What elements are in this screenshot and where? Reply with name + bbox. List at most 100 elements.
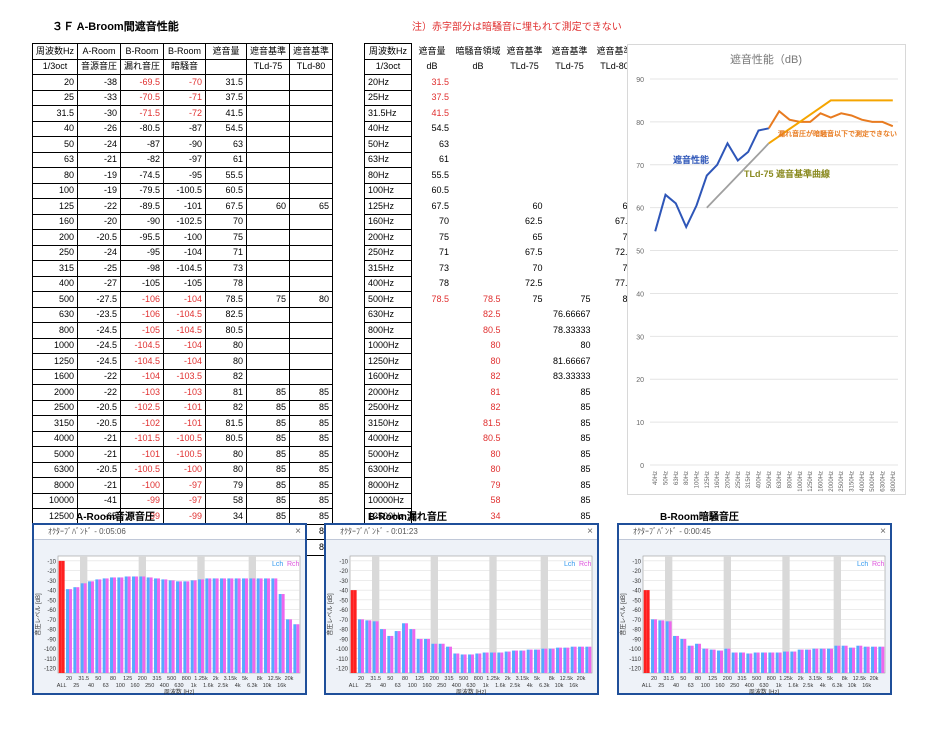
table-cell: -70 [163, 74, 207, 91]
bar-lch [168, 580, 172, 673]
bar-rch [874, 646, 877, 673]
legend-rch: Rch [872, 561, 885, 568]
bar-lch [753, 652, 757, 673]
y-tick-label: -30 [47, 579, 56, 585]
table-row: 10000Hz 58 85 [364, 493, 636, 509]
table-row: 800 -24.5 -105 -104.5 80.5 [32, 322, 334, 339]
bar-rch [98, 579, 102, 673]
legend-lch: Lch [564, 561, 575, 568]
x-tick-label: 8k [257, 676, 263, 682]
table-row: 40Hz 54.5 [364, 121, 636, 137]
table-cell: -82 [120, 151, 165, 168]
x-tick-label: 3.15k [224, 676, 238, 682]
table-row: 10000 -41 -99 -97 58 85 85 [32, 492, 334, 509]
table-cell: 2500Hz [364, 400, 412, 416]
x-tick-label: 6.3k [539, 683, 550, 689]
table-cell: 遮音基準 [506, 45, 543, 56]
table-cell [246, 244, 291, 261]
window-titlebar[interactable]: ｵｸﾀｰﾌﾞﾊﾞﾝﾄﾞ - 0:01:23 × [326, 525, 597, 540]
table-row: 8000Hz 79 85 [364, 477, 636, 494]
bar-rch [91, 581, 94, 673]
table-cell: -100 [163, 461, 207, 478]
table-cell [246, 182, 291, 199]
bar-rch [778, 652, 782, 673]
x-tick-label: 12.5k [853, 676, 867, 682]
bar-lch [73, 587, 77, 673]
bar-lch [154, 578, 157, 673]
y-tick-label: -50 [339, 598, 348, 604]
x-tick-label: 630 [759, 683, 768, 689]
bar-rch [515, 650, 518, 673]
legend-rch: Rch [287, 561, 300, 568]
x-tick-label: 400 [160, 683, 169, 689]
bar-lch [176, 581, 179, 673]
window-titlebar[interactable]: ｵｸﾀｰﾌﾞﾊﾞﾝﾄﾞ - 0:05:06 × [34, 525, 305, 540]
bar-lch [805, 649, 808, 673]
bar-lch [446, 646, 449, 673]
table-cell: 81.5 [205, 415, 248, 432]
bar-rch [223, 578, 226, 673]
bar-lch [146, 577, 150, 673]
table-cell: 80 [205, 461, 248, 478]
table-cell: 85 [246, 461, 291, 478]
band-highlight [833, 556, 841, 673]
y-tick-label: -70 [632, 618, 641, 624]
table-cell: -95 [163, 167, 207, 184]
close-icon[interactable]: × [295, 526, 301, 537]
table-cell [412, 431, 453, 447]
table-row: 周波数Hz 遮音量 暗騒音領域 遮音基準 遮音基準 遮音基準 [364, 43, 636, 60]
bar-lch [519, 650, 523, 673]
band-highlight [723, 556, 731, 673]
table-cell [289, 337, 334, 354]
table-cell [412, 385, 453, 401]
table-row: 1600Hz 82 83.33333 [364, 369, 636, 385]
x-tick-label: 16k [569, 683, 578, 689]
table-cell: 遮音基準 [289, 43, 334, 60]
table-cell: 遮音量 [205, 43, 248, 60]
close-icon[interactable]: × [587, 526, 593, 537]
bar-lch [80, 583, 84, 673]
table-cell [453, 214, 504, 230]
table-row: 5000 -21 -101 -100.5 80 85 85 [32, 446, 334, 463]
table-row: 31.5Hz 41.5 [364, 105, 636, 122]
x-tick-label: 1250Hz [808, 471, 814, 492]
table-cell: 75 [580, 293, 591, 304]
table-row: 400 -27 -105 -105 78 [32, 275, 334, 292]
table-cell: 85 [289, 415, 334, 432]
table-cell: 70 [205, 213, 248, 230]
table-cell [412, 462, 453, 478]
table-cell [504, 307, 546, 323]
table-cell: 60 [246, 198, 291, 215]
table-cell: 250Hz [364, 245, 412, 261]
table-cell: -21 [76, 446, 122, 463]
series-line [654, 127, 770, 232]
table-cell: 85 [289, 477, 334, 494]
x-tick-label: 2000Hz [829, 471, 835, 492]
table-cell: -25 [76, 260, 122, 277]
bar-lch [812, 648, 816, 673]
table-cell: 6300Hz [364, 462, 412, 478]
x-tick-label: 200Hz [726, 471, 732, 488]
table-cell: 85 [289, 384, 334, 401]
bar-rch [734, 652, 738, 673]
y-axis-label: 音圧レベル [dB] [619, 593, 627, 636]
table-cell: 70 [438, 216, 449, 227]
window-titlebar[interactable]: ｵｸﾀｰﾌﾞﾊﾞﾝﾄﾞ - 0:00:45 × [619, 525, 890, 540]
bar-rch [507, 651, 511, 673]
table-cell: 遮音量 [418, 45, 446, 56]
x-tick-label: 40Hz [653, 471, 659, 485]
x-tick-label: 10k [848, 683, 857, 689]
bar-rch [566, 647, 570, 673]
table-cell [453, 90, 504, 106]
table-cell: 77.5 [615, 278, 633, 289]
bar-lch [658, 620, 662, 673]
table-cell: -90 [120, 213, 165, 230]
table-cell: 8000Hz [364, 477, 412, 494]
y-tick-label: -90 [47, 637, 56, 643]
table-cell [246, 151, 291, 168]
bar-lch [431, 643, 435, 673]
close-icon[interactable]: × [880, 526, 886, 537]
bar-rch [135, 576, 138, 673]
table-cell: -97 [163, 477, 207, 494]
